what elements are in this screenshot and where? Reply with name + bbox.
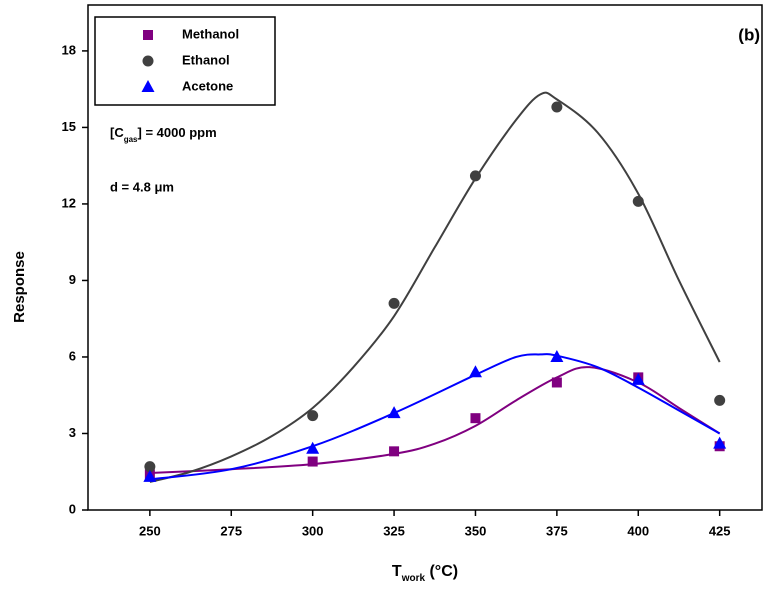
- x-tick-label: 250: [139, 523, 161, 538]
- legend-marker: [143, 30, 153, 40]
- marker-circle: [307, 410, 319, 422]
- legend-box: [94, 16, 276, 106]
- x-tick-label: 275: [220, 523, 242, 538]
- marker-circle: [714, 394, 726, 406]
- legend-label: Ethanol: [182, 52, 230, 67]
- panel-label: (b): [738, 25, 760, 44]
- x-tick-label: 350: [465, 523, 487, 538]
- marker-triangle: [143, 469, 157, 482]
- x-tick-label: 400: [627, 523, 649, 538]
- marker-triangle: [631, 372, 645, 385]
- marker-square: [470, 413, 481, 424]
- x-tick-label: 300: [302, 523, 324, 538]
- x-label-sub: work: [401, 573, 426, 584]
- legend-marker: [142, 55, 154, 67]
- x-tick-label: 425: [709, 523, 731, 538]
- x-tick-label: 325: [383, 523, 405, 538]
- y-tick-label: 0: [69, 501, 76, 516]
- concentration-note: [Cgas] = 4000 ppm: [110, 125, 217, 144]
- marker-circle: [551, 101, 563, 113]
- fit-curve: [149, 353, 721, 481]
- x-label-main: T: [392, 563, 402, 580]
- plot-frame: [87, 4, 763, 511]
- legend-label: Acetone: [182, 78, 233, 93]
- y-tick-label: 15: [62, 119, 76, 134]
- y-tick-label: 3: [69, 425, 76, 440]
- fit-curve: [149, 91, 721, 483]
- marker-circle: [144, 461, 156, 473]
- y-tick-label: 12: [62, 195, 76, 210]
- marker-triangle: [306, 441, 320, 454]
- conc-post: ] = 4000 ppm: [138, 125, 217, 140]
- y-axis-label: Response: [11, 251, 28, 323]
- y-tick-label: 9: [69, 272, 76, 287]
- x-axis-label: Twork (°C): [392, 563, 458, 583]
- x-label-unit: (°C): [425, 563, 458, 580]
- marker-square: [389, 446, 400, 457]
- y-tick-label: 18: [62, 42, 76, 57]
- marker-square: [551, 377, 562, 388]
- legend-label: Methanol: [182, 26, 239, 41]
- thickness-note: d = 4.8 μm: [110, 179, 174, 194]
- marker-circle: [632, 195, 644, 207]
- marker-circle: [388, 297, 400, 309]
- marker-triangle: [550, 349, 564, 362]
- marker-circle: [469, 170, 481, 182]
- conc-pre: [C: [110, 125, 124, 140]
- conc-sub: gas: [124, 135, 138, 144]
- marker-square: [307, 456, 318, 467]
- marker-triangle: [387, 406, 401, 419]
- marker-triangle: [468, 365, 482, 378]
- legend-marker: [141, 80, 155, 92]
- y-tick-label: 6: [69, 348, 76, 363]
- x-tick-label: 375: [546, 523, 568, 538]
- marker-triangle: [713, 436, 727, 449]
